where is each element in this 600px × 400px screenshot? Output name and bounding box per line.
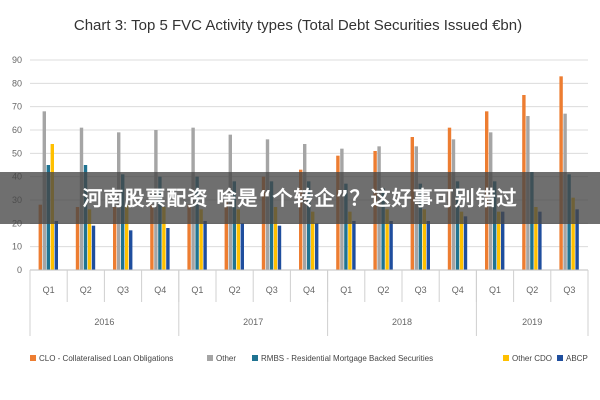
bar (307, 181, 311, 270)
y-tick-label: 10 (12, 242, 22, 252)
x-group-label: 2016 (94, 317, 114, 327)
y-axis-ticks: 0102030405060708090 (12, 55, 22, 275)
bar (497, 211, 501, 270)
bar (381, 188, 385, 270)
bar (389, 221, 393, 270)
y-tick-label: 80 (12, 78, 22, 88)
bar (129, 230, 133, 270)
x-tick-label: Q2 (377, 285, 389, 295)
legend-label: ABCP (566, 354, 588, 363)
bar (352, 221, 356, 270)
bar (232, 181, 236, 270)
chart-title: Chart 3: Top 5 FVC Activity types (Total… (74, 17, 522, 34)
bar (87, 209, 92, 270)
bar (459, 211, 464, 270)
bar (91, 225, 96, 270)
overlay-banner: 河南股票配资 啥是“个转企”？这好事可别错过 (0, 172, 600, 224)
bar (224, 202, 228, 270)
y-tick-label: 50 (12, 148, 22, 158)
bar (534, 207, 538, 270)
legend-label: Other (216, 354, 236, 363)
bar (203, 221, 207, 270)
x-group-label: 2019 (522, 317, 542, 327)
legend-swatch (503, 355, 509, 361)
y-tick-label: 70 (12, 102, 22, 112)
x-tick-label: Q4 (303, 285, 315, 295)
bar (493, 181, 497, 270)
bar (277, 225, 282, 270)
x-tick-label: Q1 (43, 285, 55, 295)
bar (501, 211, 505, 270)
bar (455, 181, 460, 270)
bar (463, 216, 468, 270)
legend-swatch (207, 355, 213, 361)
y-tick-label: 60 (12, 125, 22, 135)
bar (315, 223, 319, 270)
y-tick-label: 0 (17, 265, 22, 275)
bar (125, 204, 129, 270)
bar (273, 207, 278, 270)
x-tick-label: Q2 (229, 285, 241, 295)
legend-swatch (30, 355, 36, 361)
bar (75, 207, 80, 270)
legend: CLO - Collateralised Loan Obligations Oth… (30, 354, 588, 363)
x-group-label: 2017 (243, 317, 263, 327)
x-group-label: 2018 (392, 317, 412, 327)
bar (422, 209, 426, 270)
bar (571, 197, 575, 270)
x-tick-label: Q1 (191, 285, 203, 295)
bar (418, 183, 422, 270)
y-tick-label: 90 (12, 55, 22, 65)
x-tick-label: Q3 (117, 285, 129, 295)
x-tick-label: Q3 (415, 285, 427, 295)
x-tick-label: Q3 (563, 285, 575, 295)
bar (385, 209, 389, 270)
legend-label: CLO - Collateralised Loan Obligations (39, 354, 173, 363)
bar (240, 223, 244, 270)
bar (113, 207, 117, 270)
x-tick-label: Q1 (340, 285, 352, 295)
bar (426, 221, 430, 270)
bar (38, 204, 42, 270)
x-tick-label: Q4 (452, 285, 464, 295)
bar (150, 204, 154, 270)
bar (166, 228, 170, 270)
bar (269, 181, 274, 270)
bar (162, 207, 166, 270)
legend-swatch (252, 355, 258, 361)
x-axis: Q1 Q2 Q3 Q4 Q1 Q2 Q3 Q4 Q1 Q2 Q3 Q4 Q1 Q2 Q3 2016 2017 20… (29, 269, 589, 336)
x-tick-label: Q3 (266, 285, 278, 295)
bar (311, 211, 315, 270)
bar (344, 183, 348, 270)
x-tick-label: Q2 (80, 285, 92, 295)
legend-swatch (557, 355, 563, 361)
banner-text: 河南股票配资 啥是“个转企”？这好事可别错过 (82, 186, 518, 210)
bar (187, 204, 191, 270)
x-tick-label: Q2 (526, 285, 538, 295)
legend-label: Other CDO (512, 354, 552, 363)
bar (236, 209, 240, 270)
bar (54, 221, 58, 270)
x-tick-label: Q1 (489, 285, 501, 295)
legend-label: RMBS - Residential Mortgage Backed Secur… (261, 354, 433, 363)
bar (538, 211, 542, 270)
bar (575, 209, 579, 270)
x-tick-label: Q4 (154, 285, 166, 295)
bar (199, 209, 203, 270)
bar (348, 211, 352, 270)
